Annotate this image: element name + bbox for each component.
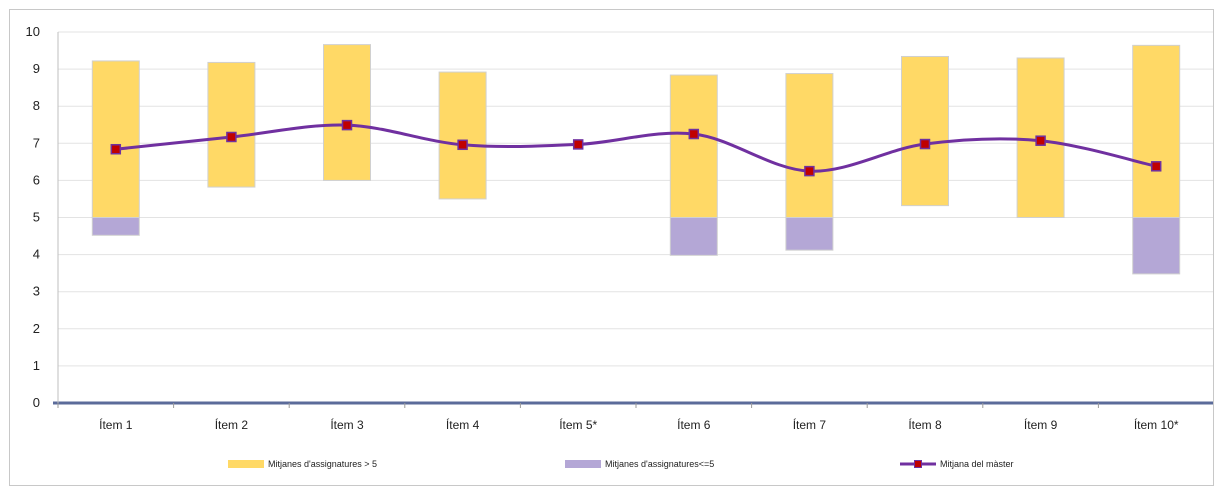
average-point	[572, 139, 584, 150]
legend-label: Mitjana del màster	[940, 459, 1014, 469]
average-point	[457, 139, 468, 151]
y-tick-label: 7	[33, 135, 40, 150]
x-tick-label: Ítem 1	[99, 417, 133, 432]
bar-above-5	[207, 61, 256, 188]
x-tick-label: Ítem 8	[908, 417, 942, 432]
bar-below-5	[1132, 217, 1181, 275]
chart-frame: 0 1 2 3 4 5 6 7 8 9 10 Ítem 1 Ítem 2 Ítem 3 Ítem 4 Ítem…	[9, 9, 1215, 486]
average-point	[110, 143, 122, 155]
bar-above-5	[901, 55, 949, 207]
bar-above-5	[91, 60, 140, 218]
y-tick-label: 6	[33, 172, 40, 187]
axis-labels: 0 1 2 3 4 5 6 7 8 9 10 Ítem 1 Ítem 2 Ítem 3 Ítem 4 Ítem…	[26, 24, 1179, 432]
x-tick-label: Ítem 4	[446, 417, 480, 432]
y-tick-label: 8	[33, 98, 40, 113]
legend-marker	[914, 460, 922, 468]
x-tick-label: Ítem 10*	[1134, 417, 1179, 432]
y-tick-label: 4	[33, 247, 40, 262]
bars	[91, 44, 1181, 275]
x-tick-label: Ítem 3	[330, 417, 364, 432]
average-point	[804, 165, 815, 177]
legend-label: Mitjanes d'assignatures<=5	[605, 459, 714, 469]
bar-below-5	[669, 217, 718, 256]
average-point	[1150, 161, 1162, 172]
axes	[53, 32, 1215, 408]
x-tick-label: Ítem 2	[215, 417, 249, 432]
y-tick-label: 2	[33, 321, 40, 336]
bar-below-5	[785, 217, 834, 251]
bar-above-5	[785, 73, 834, 218]
y-tick-label: 1	[33, 358, 40, 373]
x-tick-label: Ítem 6	[677, 417, 711, 432]
average-line-path	[115, 123, 1157, 173]
legend-swatch	[565, 460, 601, 468]
bar-below-5	[91, 217, 140, 236]
y-tick-label: 9	[33, 61, 40, 76]
average-point	[1035, 135, 1046, 146]
bar-above-5	[438, 71, 487, 200]
x-tick-label: Ítem 5*	[559, 417, 597, 432]
bar-above-5	[323, 44, 371, 181]
legend: Mitjanes d'assignatures > 5 Mitjanes d'as…	[228, 459, 1014, 469]
average-point	[226, 131, 237, 143]
legend-swatch	[228, 460, 264, 468]
y-tick-label: 5	[33, 210, 40, 225]
y-tick-label: 0	[33, 395, 40, 410]
average-line	[110, 119, 1162, 177]
average-point	[688, 128, 700, 140]
legend-label: Mitjanes d'assignatures > 5	[268, 459, 377, 469]
x-tick-label: Ítem 7	[793, 417, 827, 432]
average-point	[919, 138, 931, 150]
chart-svg: 0 1 2 3 4 5 6 7 8 9 10 Ítem 1 Ítem 2 Ítem 3 Ítem 4 Ítem…	[26, 24, 1215, 469]
average-point	[341, 119, 353, 131]
bar-above-5	[669, 74, 718, 219]
y-tick-label: 3	[33, 284, 40, 299]
bar-above-5	[1132, 44, 1181, 218]
y-tick-label: 10	[26, 24, 40, 39]
x-tick-label: Ítem 9	[1024, 417, 1058, 432]
